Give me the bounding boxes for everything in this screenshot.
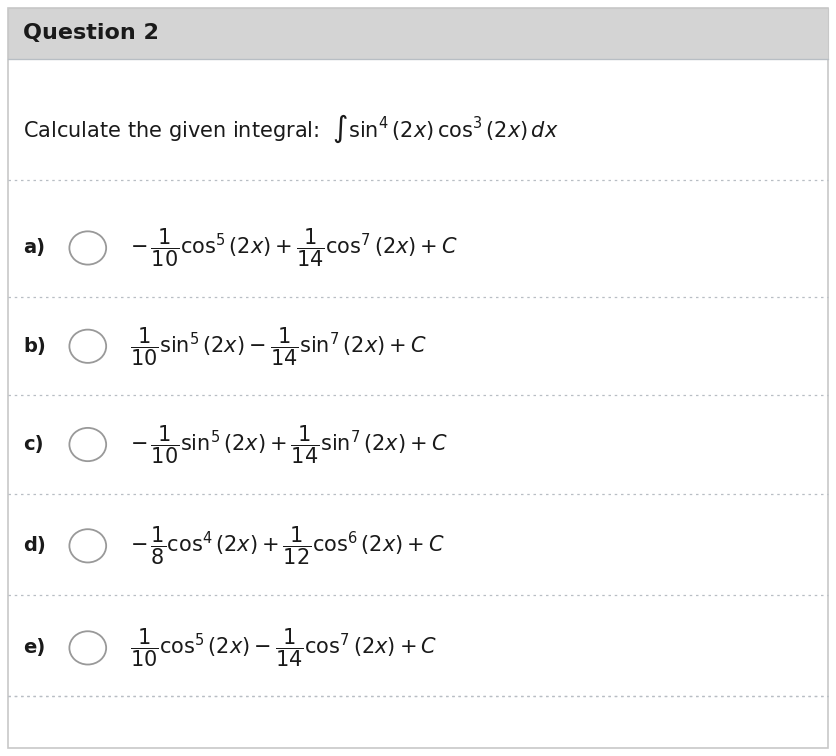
Text: a): a): [23, 238, 45, 258]
Text: e): e): [23, 638, 46, 658]
Text: c): c): [23, 435, 44, 454]
Text: $-\,\dfrac{1}{8}\cos^4(2x) + \dfrac{1}{12}\cos^6(2x) + C$: $-\,\dfrac{1}{8}\cos^4(2x) + \dfrac{1}{1…: [130, 525, 445, 567]
Text: d): d): [23, 536, 46, 556]
Text: Question 2: Question 2: [23, 23, 160, 43]
FancyBboxPatch shape: [8, 8, 828, 59]
Text: b): b): [23, 336, 46, 356]
Text: Calculate the given integral:  $\int \sin^4(2x)\, \cos^3(2x)\, dx$: Calculate the given integral: $\int \sin…: [23, 113, 559, 144]
Text: $-\,\dfrac{1}{10}\sin^5(2x) + \dfrac{1}{14}\sin^7(2x) + C$: $-\,\dfrac{1}{10}\sin^5(2x) + \dfrac{1}{…: [130, 423, 447, 466]
Text: $-\,\dfrac{1}{10}\cos^5(2x) + \dfrac{1}{14}\cos^7(2x) + C$: $-\,\dfrac{1}{10}\cos^5(2x) + \dfrac{1}{…: [130, 227, 457, 269]
Text: $\dfrac{1}{10}\cos^5(2x) - \dfrac{1}{14}\cos^7(2x) + C$: $\dfrac{1}{10}\cos^5(2x) - \dfrac{1}{14}…: [130, 627, 436, 669]
Text: $\dfrac{1}{10}\sin^5(2x) - \dfrac{1}{14}\sin^7(2x) + C$: $\dfrac{1}{10}\sin^5(2x) - \dfrac{1}{14}…: [130, 325, 426, 367]
